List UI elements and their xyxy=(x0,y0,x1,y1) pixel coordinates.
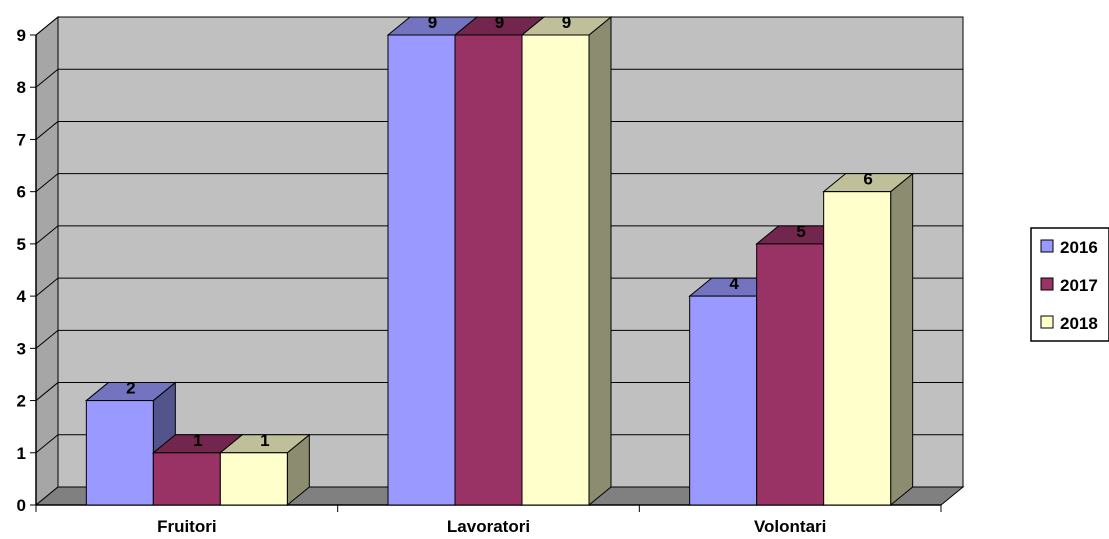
y-tick-label: 3 xyxy=(17,339,26,358)
legend-label-2017: 2017 xyxy=(1060,276,1098,295)
legend-label-2016: 2016 xyxy=(1060,238,1098,257)
legend-swatch-2016 xyxy=(1040,239,1054,253)
y-tick-label: 1 xyxy=(17,444,26,463)
bar-side xyxy=(890,172,914,507)
bar-front xyxy=(756,243,825,506)
side-wall xyxy=(35,15,59,507)
legend: 2016 2017 2018 xyxy=(1030,227,1109,342)
data-label: 9 xyxy=(495,13,504,32)
y-tick-label: 0 xyxy=(17,496,26,515)
gridline-side xyxy=(35,277,59,297)
y-tick-label: 2 xyxy=(17,392,26,411)
data-label: 9 xyxy=(562,13,571,32)
data-label: 2 xyxy=(126,379,135,398)
bar xyxy=(822,172,915,507)
bar-side xyxy=(588,15,612,507)
gridline-side xyxy=(35,225,59,245)
bars xyxy=(84,15,915,507)
gridline-side xyxy=(35,382,59,401)
bar-front xyxy=(689,295,758,506)
bar-front xyxy=(521,34,590,506)
y-tick-label: 8 xyxy=(17,78,26,97)
gridline-side xyxy=(35,68,59,88)
data-label: 1 xyxy=(193,431,202,450)
gridline-side xyxy=(35,121,59,140)
y-tick-label: 5 xyxy=(17,235,26,254)
legend-label-2018: 2018 xyxy=(1060,314,1098,333)
x-tick-label: Fruitori xyxy=(157,517,217,536)
gridline-side xyxy=(35,329,59,349)
y-tick-label: 7 xyxy=(17,130,26,149)
gridline-side xyxy=(35,173,59,193)
bar-front xyxy=(823,191,892,506)
x-tick-label: Volontari xyxy=(754,517,826,536)
bar-front xyxy=(219,452,288,506)
data-label: 9 xyxy=(428,13,437,32)
bar-front xyxy=(387,34,456,506)
y-tick-label: 4 xyxy=(17,287,27,306)
x-tick-label: Lavoratori xyxy=(447,517,530,536)
y-tick-label: 9 xyxy=(17,26,26,45)
bar xyxy=(520,15,613,507)
legend-swatch-2017 xyxy=(1040,277,1054,291)
data-label: 5 xyxy=(796,222,805,241)
data-label: 4 xyxy=(729,274,739,293)
data-label: 1 xyxy=(260,431,269,450)
legend-swatch-2018 xyxy=(1040,315,1054,329)
bar-front xyxy=(152,452,221,506)
gridline-side xyxy=(35,434,59,454)
data-label: 6 xyxy=(863,170,872,189)
y-tick-label: 6 xyxy=(17,183,26,202)
bar-front xyxy=(85,400,154,506)
gridline-side xyxy=(35,16,59,36)
bar xyxy=(218,433,311,507)
bar-front xyxy=(454,34,523,506)
data-labels: 2 1 1 9 9 9 4 5 6 xyxy=(126,13,873,450)
